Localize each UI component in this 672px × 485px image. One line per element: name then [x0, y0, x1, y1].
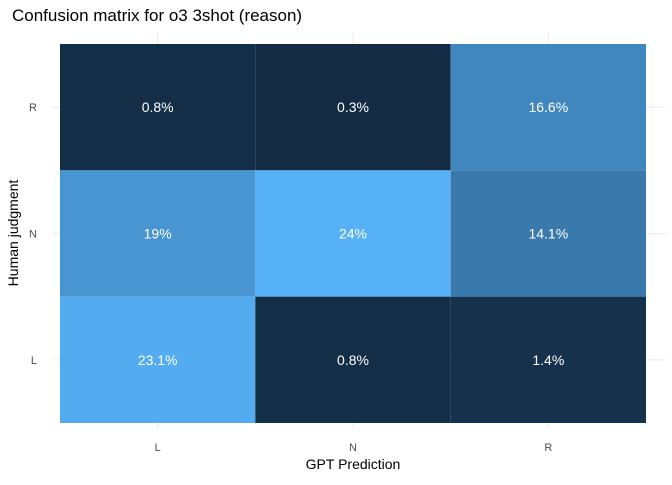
heatmap-cell-l-l [60, 296, 256, 423]
y-tick-label: R [29, 102, 37, 114]
x-tick-label: N [349, 442, 357, 454]
x-tick-label: R [544, 442, 552, 454]
cell-labels: 0.8% 0.3% 16.6% 19% 24% 14.1% 23.1% 0.8% 1.4% [138, 99, 568, 368]
heatmap-cell-r-l [60, 44, 256, 171]
heatmap-cell-l-n [255, 296, 451, 423]
heatmap-cell-l-r [450, 296, 646, 423]
heatmap-cell-n-n [255, 170, 451, 297]
chart-title: Confusion matrix for o3 3shot (reason) [12, 6, 302, 25]
cell-value-label: 14.1% [528, 226, 568, 242]
y-axis-label: Human judgment [5, 180, 21, 287]
y-tick-label: L [31, 355, 37, 367]
cell-value-label: 0.8% [142, 99, 174, 115]
heatmap-cell-n-l [60, 170, 256, 297]
cell-value-label: 1.4% [532, 352, 564, 368]
y-axis-ticks: L N R [29, 102, 37, 367]
x-axis-label: GPT Prediction [306, 456, 401, 472]
cell-value-label: 16.6% [528, 99, 568, 115]
heatmap-cell-r-r [450, 44, 646, 171]
cell-value-label: 19% [144, 226, 172, 242]
cell-value-label: 24% [339, 226, 367, 242]
x-tick-label: L [155, 442, 161, 454]
heatmap-cell-r-n [255, 44, 451, 171]
y-tick-label: N [29, 229, 37, 241]
cell-value-label: 0.8% [337, 352, 369, 368]
cell-value-label: 0.3% [337, 99, 369, 115]
cell-value-label: 23.1% [138, 352, 178, 368]
heatmap-cells [60, 44, 646, 423]
heatmap-cell-n-r [450, 170, 646, 297]
